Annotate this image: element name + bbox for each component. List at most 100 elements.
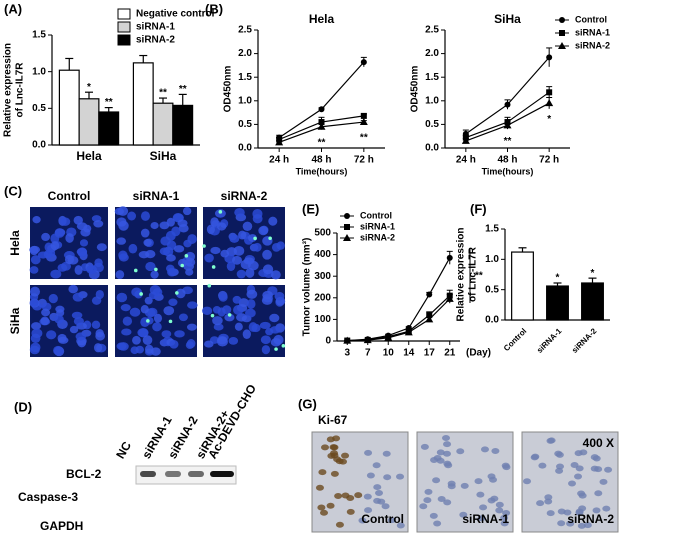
row-label: SiHa xyxy=(8,307,22,334)
nucleus xyxy=(186,323,197,331)
y-axis-label: of Lnc-IL7R xyxy=(468,246,479,302)
nucleus xyxy=(186,338,196,349)
nucleus xyxy=(185,251,196,262)
cell xyxy=(594,490,603,497)
annotation: ** xyxy=(475,271,483,282)
nucleus xyxy=(220,249,230,258)
cell xyxy=(538,462,547,469)
nucleus xyxy=(182,206,192,216)
nucleus xyxy=(137,328,149,338)
nucleus xyxy=(73,215,83,225)
cell xyxy=(563,509,572,516)
legend-marker xyxy=(559,17,565,23)
cell xyxy=(487,497,496,504)
nucleus xyxy=(43,250,53,259)
cell xyxy=(495,507,504,514)
nucleus xyxy=(274,291,285,301)
significance: ** xyxy=(504,136,512,147)
apoptotic-cell xyxy=(139,292,143,296)
nucleus xyxy=(262,264,274,275)
column-label: siRNA-2 xyxy=(221,189,268,203)
legend-marker xyxy=(344,213,350,219)
point xyxy=(384,333,393,341)
cell xyxy=(480,446,489,453)
legend-swatch xyxy=(117,21,131,33)
nucleus xyxy=(29,266,39,274)
cell xyxy=(578,492,587,499)
nucleus xyxy=(236,313,247,322)
cell xyxy=(575,509,584,516)
x-axis-label: Time(hours) xyxy=(482,166,534,176)
cell xyxy=(500,520,509,527)
cell xyxy=(358,517,367,524)
x-tick-label: 3 xyxy=(344,348,350,359)
nucleus xyxy=(41,232,51,242)
cell xyxy=(383,474,392,481)
nucleus xyxy=(262,249,272,260)
nucleus xyxy=(145,261,156,272)
column-label: siRNA-1 xyxy=(133,189,180,203)
nucleus xyxy=(233,245,245,256)
cell xyxy=(432,477,441,484)
nucleus xyxy=(169,339,179,349)
bar xyxy=(152,102,174,146)
significance: * xyxy=(547,114,551,125)
cell xyxy=(501,462,510,469)
cell xyxy=(459,511,468,518)
legend-label: siRNA-1 xyxy=(136,22,175,33)
point xyxy=(425,315,434,323)
nucleus xyxy=(68,284,78,294)
cell xyxy=(599,478,608,485)
nucleus xyxy=(73,317,84,326)
apoptotic-cell xyxy=(207,283,212,288)
x-tick-label: 72 h xyxy=(539,155,559,166)
nucleus xyxy=(261,345,271,355)
legend-swatch xyxy=(117,34,131,46)
nucleus xyxy=(31,328,43,339)
nucleus xyxy=(178,313,188,322)
y-tick-label: 2.0 xyxy=(238,48,252,59)
apoptotic-cell xyxy=(210,313,215,318)
nucleus xyxy=(213,323,224,331)
point xyxy=(359,118,368,126)
cell xyxy=(477,515,486,522)
nucleus xyxy=(95,331,105,341)
apoptotic-cell xyxy=(133,268,138,273)
significance: * xyxy=(591,268,595,279)
nucleus xyxy=(258,226,269,236)
nucleus xyxy=(29,286,41,297)
nucleus xyxy=(75,332,87,341)
y-tick-label: 2.5 xyxy=(425,25,439,36)
nucleus xyxy=(44,242,53,252)
nucleus xyxy=(166,254,176,262)
cell xyxy=(442,450,451,457)
chart-title: SiHa xyxy=(494,12,521,26)
point xyxy=(546,89,553,96)
point xyxy=(360,59,367,66)
apoptotic-cell xyxy=(146,319,150,323)
nucleus xyxy=(242,221,253,231)
band xyxy=(210,471,234,477)
nucleus xyxy=(206,224,215,235)
bar xyxy=(546,285,569,321)
nucleus xyxy=(127,211,137,221)
nucleus xyxy=(41,308,51,317)
apoptotic-cell xyxy=(211,265,216,269)
cell xyxy=(329,444,338,451)
y-tick-label: 300 xyxy=(314,271,331,282)
nucleus xyxy=(224,313,235,322)
bar xyxy=(581,282,604,321)
nucleus xyxy=(143,239,152,247)
y-tick-label: 500 xyxy=(314,228,331,239)
nucleus xyxy=(140,228,150,238)
legend-marker xyxy=(343,234,351,241)
nucleus xyxy=(159,221,170,230)
blot xyxy=(135,465,237,485)
cell xyxy=(364,449,373,456)
nucleus xyxy=(64,254,75,265)
nucleus xyxy=(41,302,52,311)
nucleus xyxy=(121,328,132,336)
nucleus xyxy=(72,292,84,302)
panel-label: (G) xyxy=(298,396,317,411)
cell xyxy=(363,493,372,500)
